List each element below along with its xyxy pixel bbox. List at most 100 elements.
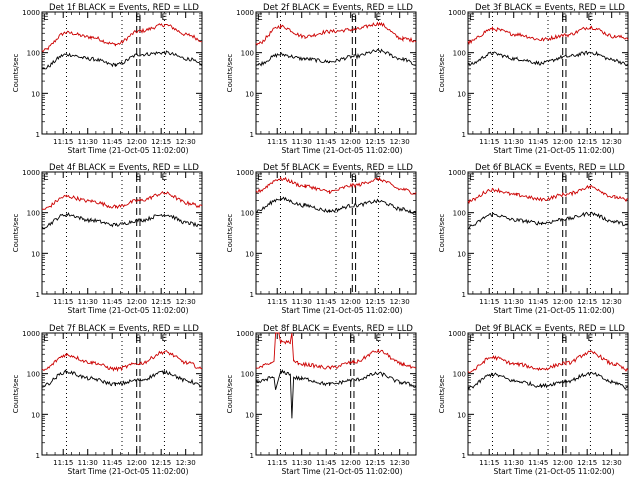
y-tick-label: 10 bbox=[457, 250, 466, 258]
y-tick-label: 1000 bbox=[448, 169, 466, 177]
y-axis-label: Counts/sec bbox=[12, 375, 20, 414]
x-tick-label: 12:00 bbox=[553, 298, 573, 306]
event-marker-label: E bbox=[43, 334, 49, 344]
lld-series-line bbox=[41, 190, 203, 210]
y-axis-label: Counts/sec bbox=[12, 214, 20, 253]
y-tick-label: 1 bbox=[36, 452, 40, 460]
x-tick-label: 12:00 bbox=[341, 298, 361, 306]
lld-series-line bbox=[255, 21, 417, 46]
x-tick-label: 11:30 bbox=[504, 459, 524, 467]
x-axis-label: Start Time (21-Oct-05 11:02:00) bbox=[67, 467, 188, 476]
x-tick-label: 12:15 bbox=[577, 459, 597, 467]
y-tick-label: 1 bbox=[462, 131, 466, 139]
x-axis-label: Start Time (21-Oct-05 11:02:00) bbox=[281, 467, 402, 476]
x-tick-label: 11:30 bbox=[78, 459, 98, 467]
panel-title: Det 6f BLACK = Events, RED = LLD bbox=[475, 163, 625, 173]
x-tick-label: 12:00 bbox=[127, 138, 147, 146]
x-axis-label: Start Time (21-Oct-05 11:02:00) bbox=[493, 146, 614, 155]
y-axis-label: Counts/sec bbox=[226, 375, 234, 414]
events-series-line bbox=[255, 196, 417, 215]
x-tick-label: 12:00 bbox=[553, 459, 573, 467]
x-tick-label: 12:00 bbox=[127, 298, 147, 306]
event-marker-label: E bbox=[375, 13, 381, 23]
x-tick-label: 11:45 bbox=[528, 459, 548, 467]
x-tick-label: 11:15 bbox=[479, 138, 499, 146]
y-tick-label: 10 bbox=[245, 250, 254, 258]
y-axis-label: Counts/sec bbox=[438, 54, 446, 93]
x-tick-label: 12:00 bbox=[127, 459, 147, 467]
event-marker-label: E bbox=[587, 13, 593, 23]
event-marker-label: E bbox=[375, 173, 381, 183]
detector-panel: Det 8f BLACK = Events, RED = LLD 1 10 100 10… bbox=[226, 324, 417, 476]
detector-panel: Det 2f BLACK = Events, RED = LLD 1 10 100 10… bbox=[226, 3, 417, 155]
lld-series-line bbox=[467, 25, 629, 45]
y-tick-label: 10 bbox=[457, 411, 466, 419]
x-tick-label: 11:30 bbox=[78, 138, 98, 146]
y-tick-label: 1 bbox=[250, 291, 254, 299]
events-series-line bbox=[255, 369, 417, 419]
x-tick-label: 11:30 bbox=[292, 138, 312, 146]
detector-panel: Det 1f BLACK = Events, RED = LLD 1 10 100 10… bbox=[12, 3, 203, 155]
x-tick-label: 12:30 bbox=[390, 298, 410, 306]
lld-series-line bbox=[467, 350, 629, 374]
detector-panel: Det 3f BLACK = Events, RED = LLD 1 10 100 10… bbox=[438, 3, 629, 155]
x-tick-label: 11:15 bbox=[53, 298, 73, 306]
event-marker-label: E bbox=[43, 173, 49, 183]
y-tick-label: 100 bbox=[27, 371, 40, 379]
event-marker-label: E bbox=[43, 13, 49, 23]
y-tick-label: 100 bbox=[27, 210, 40, 218]
panel-title: Det 5f BLACK = Events, RED = LLD bbox=[263, 163, 413, 173]
x-tick-label: 12:30 bbox=[602, 138, 622, 146]
x-tick-label: 12:00 bbox=[341, 459, 361, 467]
y-tick-label: 1000 bbox=[236, 9, 254, 17]
y-tick-label: 100 bbox=[27, 50, 40, 58]
lld-series-line bbox=[255, 332, 417, 371]
y-tick-label: 10 bbox=[31, 90, 40, 98]
x-tick-label: 11:45 bbox=[528, 138, 548, 146]
x-axis-label: Start Time (21-Oct-05 11:02:00) bbox=[281, 306, 402, 315]
detector-panel: Det 9f BLACK = Events, RED = LLD 1 10 100 10… bbox=[438, 324, 629, 476]
event-marker-label: E bbox=[161, 334, 167, 344]
y-tick-label: 10 bbox=[245, 411, 254, 419]
y-tick-label: 100 bbox=[241, 210, 254, 218]
event-marker-label: E bbox=[469, 334, 475, 344]
x-tick-label: 11:15 bbox=[53, 459, 73, 467]
event-marker-label: E bbox=[257, 173, 263, 183]
y-tick-label: 1 bbox=[250, 131, 254, 139]
x-tick-label: 12:15 bbox=[365, 298, 385, 306]
x-tick-label: 12:00 bbox=[553, 138, 573, 146]
y-tick-label: 1 bbox=[36, 131, 40, 139]
y-axis-label: Counts/sec bbox=[438, 214, 446, 253]
events-series-line bbox=[41, 211, 203, 229]
y-tick-label: 10 bbox=[31, 411, 40, 419]
y-tick-label: 1000 bbox=[236, 330, 254, 338]
x-tick-label: 12:30 bbox=[602, 459, 622, 467]
x-tick-label: 11:30 bbox=[292, 459, 312, 467]
y-tick-label: 1 bbox=[250, 452, 254, 460]
x-axis-label: Start Time (21-Oct-05 11:02:00) bbox=[493, 306, 614, 315]
x-tick-label: 11:15 bbox=[267, 138, 287, 146]
y-axis-label: Counts/sec bbox=[438, 375, 446, 414]
y-tick-label: 1000 bbox=[22, 9, 40, 17]
x-tick-label: 12:15 bbox=[365, 138, 385, 146]
x-tick-label: 12:30 bbox=[176, 459, 196, 467]
x-tick-label: 11:45 bbox=[316, 298, 336, 306]
panel-title: Det 1f BLACK = Events, RED = LLD bbox=[49, 3, 199, 13]
y-tick-label: 1 bbox=[462, 452, 466, 460]
x-tick-label: 12:00 bbox=[341, 138, 361, 146]
y-tick-label: 100 bbox=[241, 371, 254, 379]
x-tick-label: 11:30 bbox=[292, 298, 312, 306]
x-tick-label: 11:45 bbox=[102, 298, 122, 306]
x-axis-label: Start Time (21-Oct-05 11:02:00) bbox=[67, 146, 188, 155]
event-marker-label: S bbox=[135, 334, 141, 344]
x-tick-label: 11:15 bbox=[479, 298, 499, 306]
event-marker-label: E bbox=[257, 13, 263, 23]
x-tick-label: 12:30 bbox=[390, 138, 410, 146]
event-marker-label: S bbox=[135, 13, 141, 23]
y-axis-label: Counts/sec bbox=[226, 54, 234, 93]
events-series-line bbox=[467, 211, 629, 229]
panel-title: Det 4f BLACK = Events, RED = LLD bbox=[49, 163, 199, 173]
y-tick-label: 100 bbox=[453, 210, 466, 218]
event-marker-label: E bbox=[161, 13, 167, 23]
